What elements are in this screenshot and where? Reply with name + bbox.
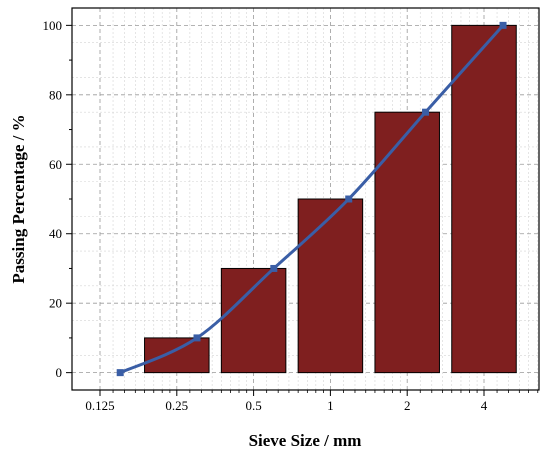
line-point-0	[116, 369, 124, 377]
line-point-1	[193, 334, 201, 342]
x-tick-label: 0.25	[165, 398, 188, 413]
passing-line	[116, 21, 507, 377]
y-axis-title: Passing Percentage / %	[9, 114, 28, 283]
x-axis-title: Sieve Size / mm	[249, 431, 362, 450]
bars	[144, 24, 517, 374]
x-tick-label: 0.125	[85, 398, 114, 413]
x-tick-label: 1	[327, 398, 334, 413]
y-tick-label: 100	[43, 18, 63, 33]
y-tick-label: 20	[49, 296, 62, 311]
y-axis: 0 20 40 60 80 100	[43, 18, 72, 380]
y-tick-label: 40	[49, 226, 62, 241]
y-tick-label: 80	[49, 87, 62, 102]
x-tick-label: 4	[481, 398, 488, 413]
x-tick-label: 2	[404, 398, 411, 413]
bar-1	[220, 267, 287, 374]
bar-3	[374, 111, 440, 374]
y-tick-label: 0	[56, 365, 63, 380]
line-point-2	[270, 264, 278, 272]
bar-4	[451, 24, 517, 374]
y-tick-label: 60	[49, 157, 62, 172]
line-point-3	[345, 195, 353, 203]
bar-0	[144, 337, 210, 374]
line-point-5	[499, 21, 507, 29]
bar-2	[297, 198, 364, 374]
x-axis: 0.125 0.25 0.5 1 2 4	[85, 390, 539, 413]
line-point-4	[422, 108, 430, 116]
x-tick-label: 0.5	[245, 398, 261, 413]
